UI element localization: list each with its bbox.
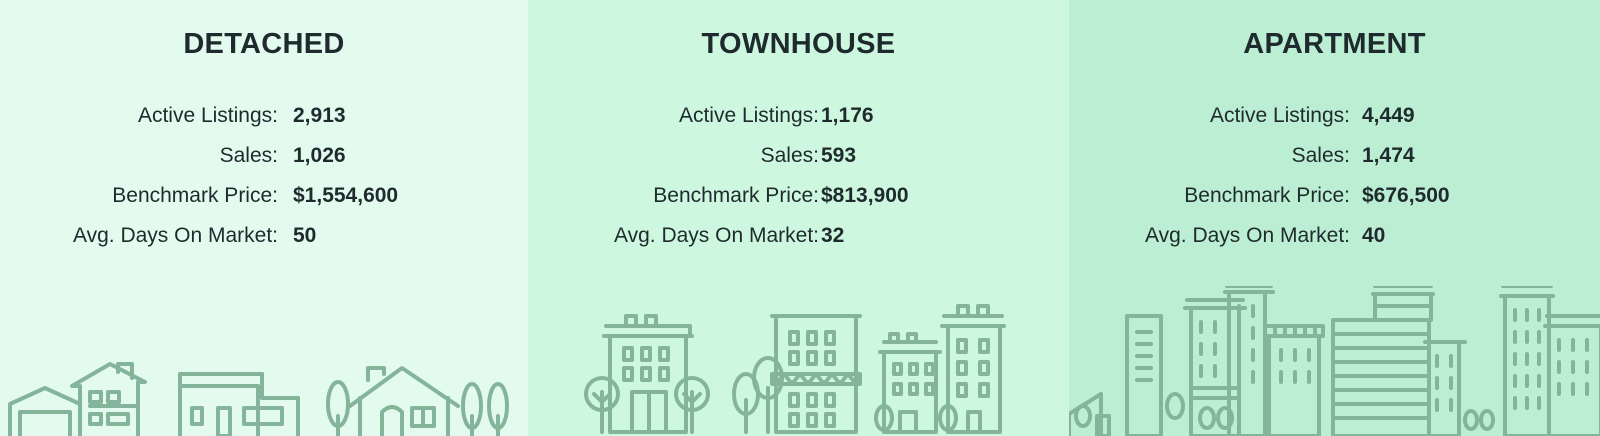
stat-active-listings: Active Listings: 4,449 <box>1069 96 1600 136</box>
stat-label: Avg. Days On Market: <box>613 224 819 247</box>
stat-value: 40 <box>1362 224 1386 247</box>
stat-benchmark-price: Benchmark Price: $813,900 <box>528 176 1069 216</box>
stats-list: Active Listings: 2,913 Sales: 1,026 Benc… <box>0 96 528 256</box>
panel-title: DETACHED <box>183 28 345 60</box>
stat-value: 593 <box>821 144 857 167</box>
stat-label: Active Listings: <box>1209 104 1350 127</box>
stat-label: Active Listings: <box>678 104 819 127</box>
stat-active-listings: Active Listings: 2,913 <box>0 96 528 136</box>
stat-value: $1,554,600 <box>293 184 399 207</box>
panel-title: APARTMENT <box>1243 28 1426 60</box>
stat-value: 1,176 <box>821 104 874 127</box>
stat-value: 50 <box>293 224 317 247</box>
stat-label: Benchmark Price: <box>653 184 819 207</box>
stat-label: Sales: <box>1291 144 1350 167</box>
stat-benchmark-price: Benchmark Price: $676,500 <box>1069 176 1600 216</box>
apartment-panel: APARTMENT Active Listings: 4,449 Sales: … <box>1069 0 1600 436</box>
stat-sales: Sales: 593 <box>528 136 1069 176</box>
stat-sales: Sales: 1,026 <box>0 136 528 176</box>
stat-value: 4,449 <box>1362 104 1415 127</box>
detached-panel: DETACHED Active Listings: 2,913 Sales: 1… <box>0 0 528 436</box>
stat-benchmark-price: Benchmark Price: $1,554,600 <box>0 176 528 216</box>
stat-label: Active Listings: <box>137 104 278 127</box>
stat-avg-days: Avg. Days On Market: 50 <box>0 216 528 256</box>
stat-label: Benchmark Price: <box>1184 184 1350 207</box>
stat-label: Avg. Days On Market: <box>1144 224 1350 247</box>
stat-value: 32 <box>821 224 845 247</box>
stat-value: 1,026 <box>293 144 346 167</box>
panel-title: TOWNHOUSE <box>701 28 896 60</box>
townhouse-panel: TOWNHOUSE Active Listings: 1,176 Sales: … <box>528 0 1069 436</box>
stat-avg-days: Avg. Days On Market: 32 <box>528 216 1069 256</box>
stat-value: $813,900 <box>821 184 909 207</box>
stat-label: Sales: <box>219 144 278 167</box>
stats-list: Active Listings: 1,176 Sales: 593 Benchm… <box>528 96 1069 256</box>
stat-active-listings: Active Listings: 1,176 <box>528 96 1069 136</box>
stat-label: Benchmark Price: <box>112 184 278 207</box>
stat-label: Avg. Days On Market: <box>72 224 278 247</box>
townhouse-buildings-icon <box>528 296 1069 436</box>
apartment-skyline-icon <box>1069 286 1600 436</box>
stat-label: Sales: <box>760 144 819 167</box>
stat-sales: Sales: 1,474 <box>1069 136 1600 176</box>
stat-value: $676,500 <box>1362 184 1450 207</box>
stats-list: Active Listings: 4,449 Sales: 1,474 Benc… <box>1069 96 1600 256</box>
stat-avg-days: Avg. Days On Market: 40 <box>1069 216 1600 256</box>
stat-value: 2,913 <box>293 104 346 127</box>
detached-houses-icon <box>0 346 528 436</box>
stat-value: 1,474 <box>1362 144 1415 167</box>
